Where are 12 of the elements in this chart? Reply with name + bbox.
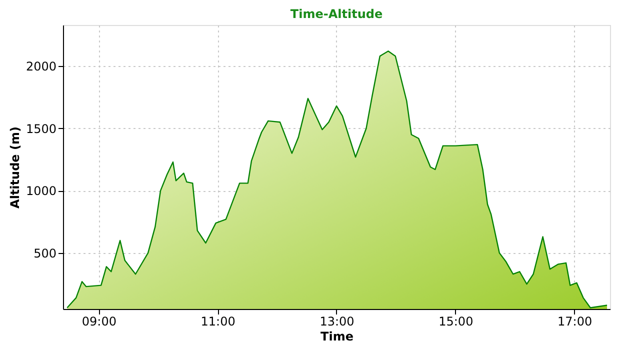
chart-title: Time-Altitude <box>290 7 383 21</box>
x-tick-label: 11:00 <box>200 314 236 328</box>
y-axis-title: Altitude (m) <box>8 126 22 208</box>
y-tick-label: 1000 <box>26 184 56 198</box>
x-tick-label: 13:00 <box>320 314 354 328</box>
y-tick-label: 2000 <box>26 60 56 74</box>
y-tick-label: 1500 <box>26 122 56 136</box>
x-tick-label: 15:00 <box>438 314 474 328</box>
x-axis-title: Time <box>320 330 354 344</box>
y-tick-label: 500 <box>34 246 56 260</box>
x-tick-label: 17:00 <box>558 314 592 328</box>
x-tick-label: 09:00 <box>82 314 116 328</box>
